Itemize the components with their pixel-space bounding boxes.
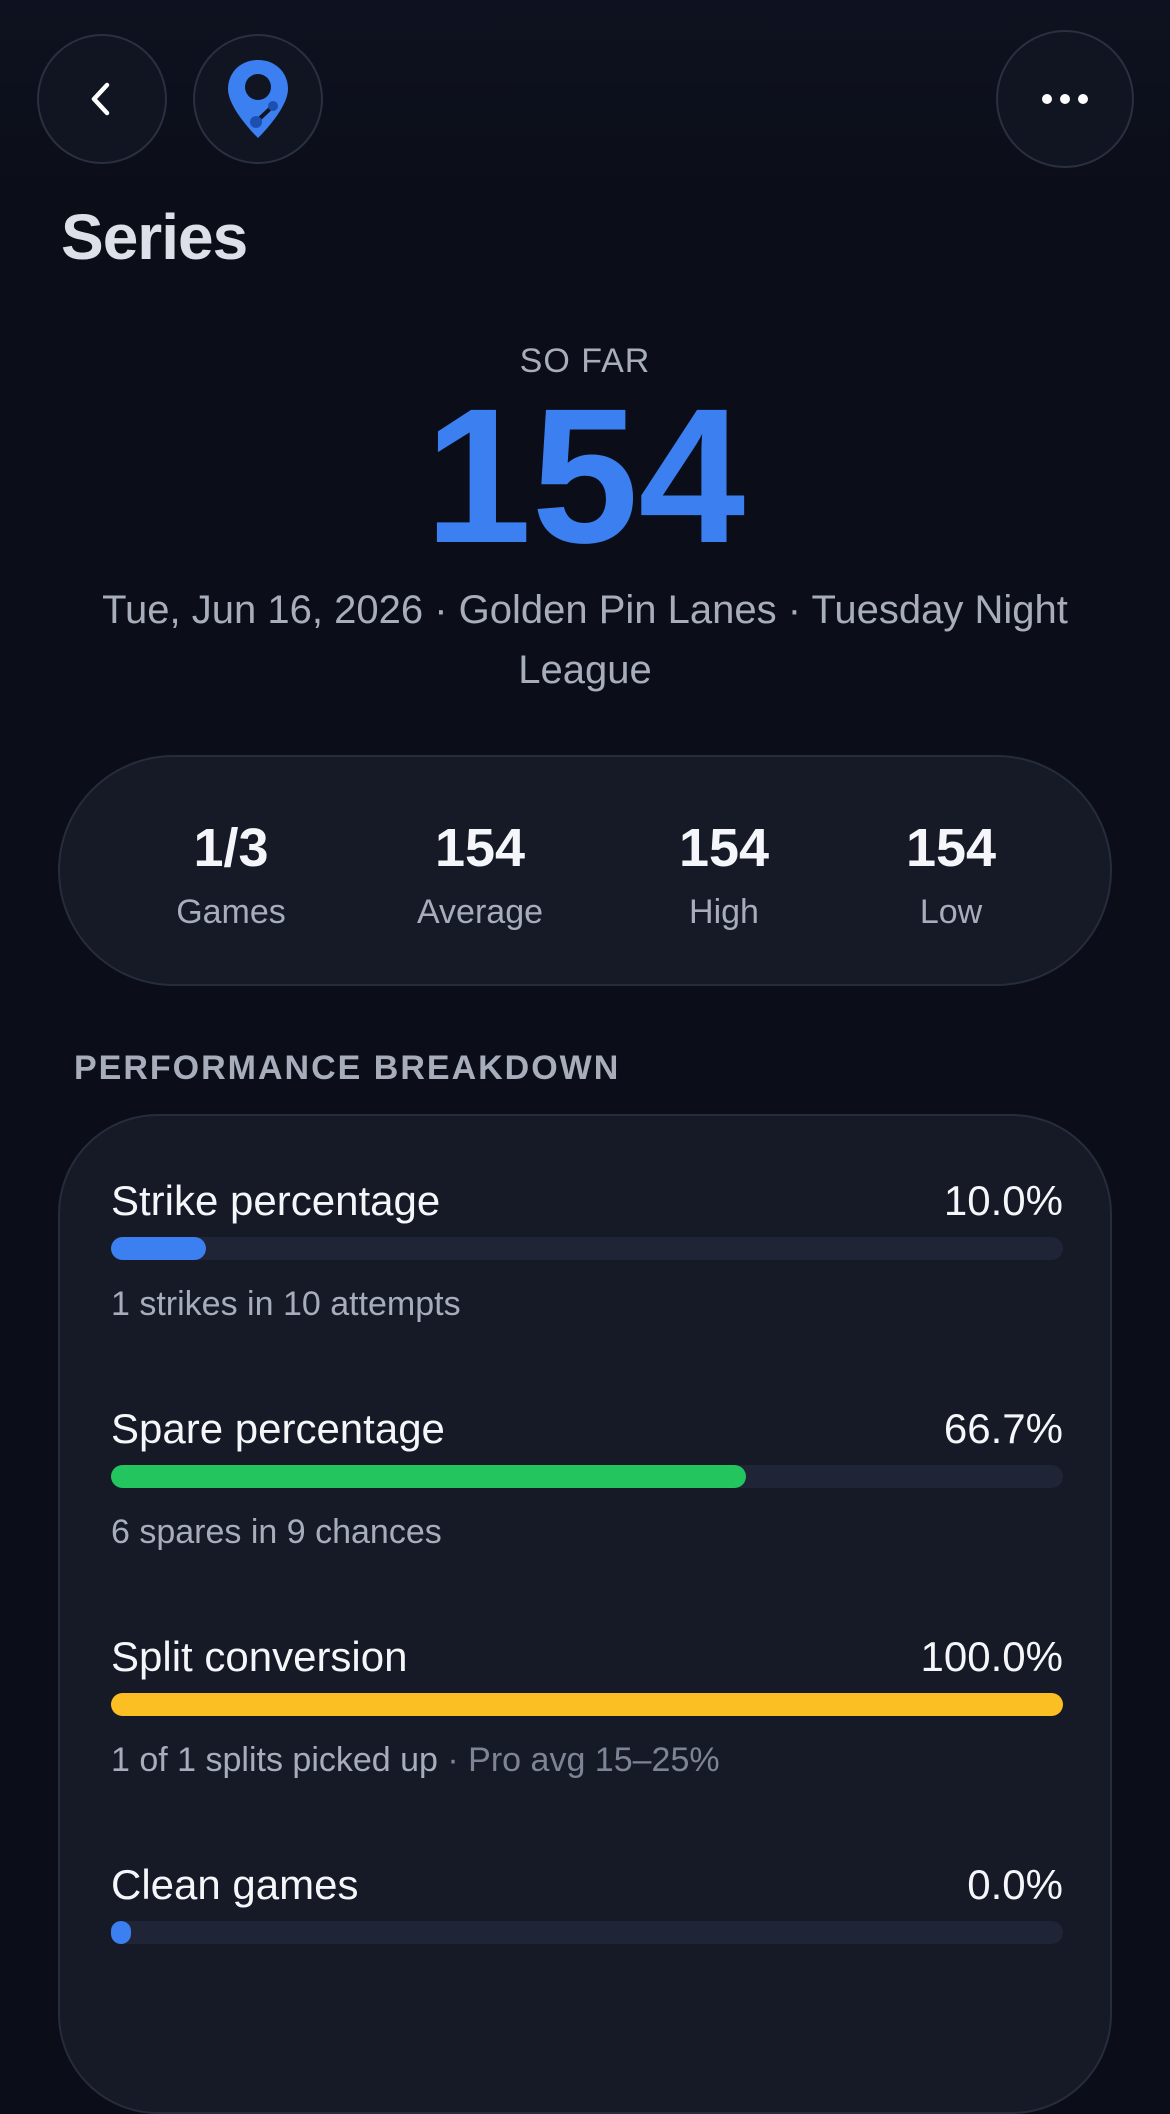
progress-track xyxy=(111,1465,1063,1488)
series-details: Tue, Jun 16, 2026 · Golden Pin Lanes · T… xyxy=(102,588,1068,692)
stat: 154 Average xyxy=(360,817,600,932)
metric-value: 0.0% xyxy=(967,1861,1063,1908)
progress-track xyxy=(111,1693,1063,1716)
stats-card: 1/3 Games 154 Average 154 High 154 Low xyxy=(58,755,1112,986)
metric-label: Split conversion xyxy=(111,1633,408,1680)
progress-fill xyxy=(111,1465,746,1488)
metric-value: 10.0% xyxy=(943,1177,1063,1224)
progress-fill xyxy=(111,1921,131,1944)
top-bar xyxy=(0,0,1170,200)
progress-fill xyxy=(111,1237,207,1260)
location-button[interactable] xyxy=(193,34,323,164)
metric-caption: 1 of 1 splits picked up · Pro avg 15–25% xyxy=(111,1741,720,1780)
stat-value: 154 xyxy=(434,818,526,878)
caption-note: · Pro avg 15–25% xyxy=(437,1741,720,1779)
metric-label: Strike percentage xyxy=(111,1177,441,1224)
stat: 1/3 Games xyxy=(111,817,351,932)
eyebrow: SO FAR xyxy=(519,342,651,380)
caption-text: 6 spares in 9 chances xyxy=(111,1513,442,1551)
back-button[interactable] xyxy=(37,34,167,164)
stat-label: High xyxy=(689,893,759,931)
metric-label: Spare percentage xyxy=(111,1405,445,1452)
stat-label: Low xyxy=(919,893,983,931)
stat-value: 1/3 xyxy=(193,818,269,878)
progress-track xyxy=(111,1921,1063,1944)
stat-label: Average xyxy=(416,893,544,931)
caption-text: 1 of 1 splits picked up xyxy=(111,1741,438,1779)
progress-track xyxy=(111,1237,1063,1260)
metric-value: 100.0% xyxy=(920,1633,1063,1680)
progress-fill xyxy=(111,1693,1063,1716)
location-icon xyxy=(228,60,288,138)
more-icon xyxy=(1042,94,1088,104)
breakdown-card: Strike percentage 10.0% 1 strikes in 10 at… xyxy=(58,1114,1112,2114)
stat-value: 154 xyxy=(678,818,770,878)
more-button[interactable] xyxy=(996,30,1134,168)
stat-value: 154 xyxy=(905,818,997,878)
metric-caption: 1 strikes in 10 attempts xyxy=(111,1285,461,1324)
metric-value: 66.7% xyxy=(943,1405,1063,1452)
section-title: PERFORMANCE BREAKDOWN xyxy=(74,1049,621,1087)
page-title: Series xyxy=(61,201,248,273)
metric-caption: 6 spares in 9 chances xyxy=(111,1513,442,1552)
caption-text: 1 strikes in 10 attempts xyxy=(111,1285,461,1323)
stat: 154 High xyxy=(604,817,844,932)
stat-label: Games xyxy=(176,893,286,931)
metric-label: Clean games xyxy=(111,1861,359,1908)
score: 154 xyxy=(424,368,746,583)
stat: 154 Low xyxy=(831,817,1071,932)
back-icon xyxy=(91,82,110,116)
